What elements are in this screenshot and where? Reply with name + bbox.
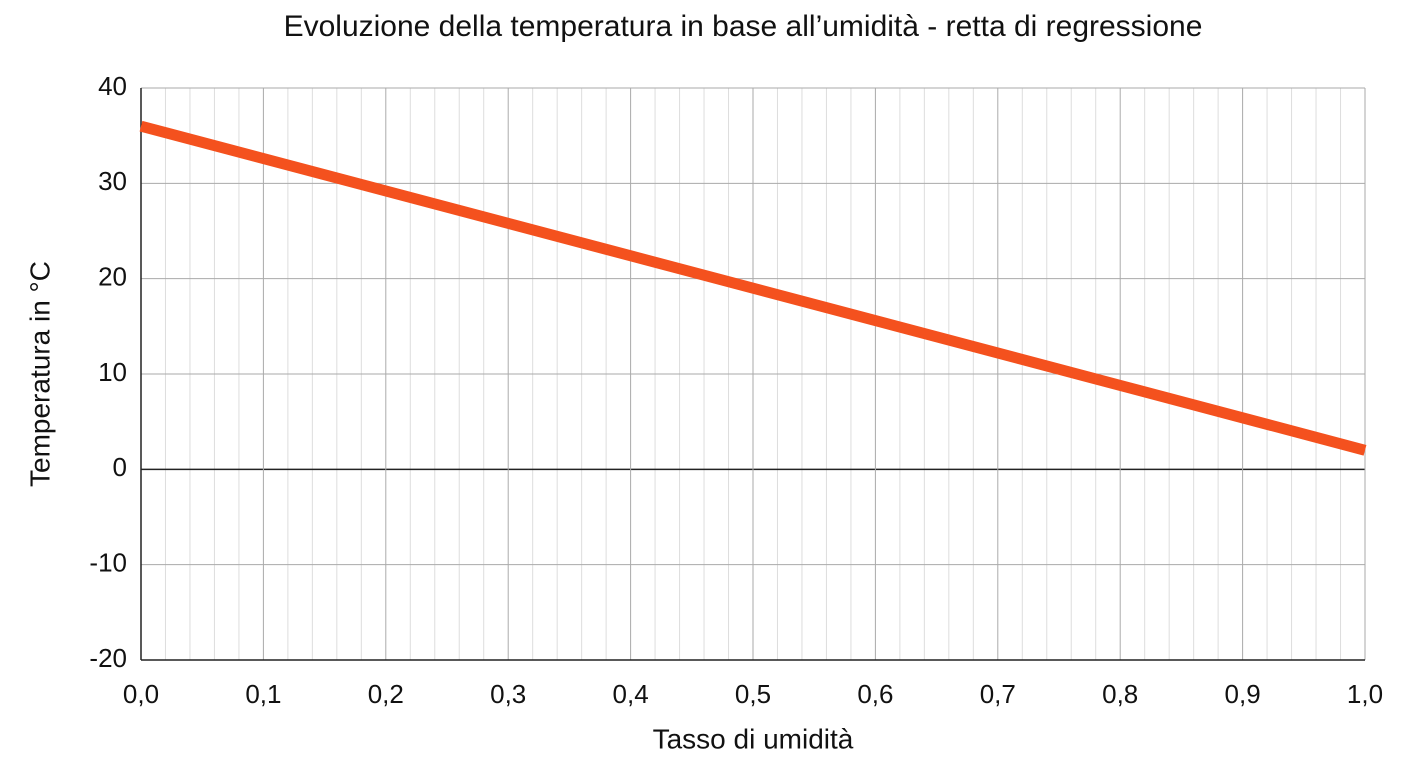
x-tick-label: 0,9 [1225, 679, 1261, 709]
x-tick-label: 0,6 [857, 679, 893, 709]
x-tick-label: 1,0 [1347, 679, 1383, 709]
y-tick-label: 30 [98, 166, 127, 196]
y-tick-label: 0 [113, 452, 127, 482]
x-tick-label: 0,2 [368, 679, 404, 709]
x-tick-label: 0,5 [735, 679, 771, 709]
y-tick-label: -20 [89, 643, 127, 673]
x-tick-label: 0,3 [490, 679, 526, 709]
y-axis-label: Temperatura in °C [24, 261, 55, 487]
regression-line [139, 120, 1367, 456]
x-tick-label: 0,0 [123, 679, 159, 709]
x-tick-label: 0,4 [613, 679, 649, 709]
y-tick-label: 10 [98, 357, 127, 387]
y-tick-label: 40 [98, 71, 127, 101]
x-tick-label: 0,7 [980, 679, 1016, 709]
x-tick-label: 0,8 [1102, 679, 1138, 709]
x-tick-label: 0,1 [245, 679, 281, 709]
y-tick-label: -10 [89, 548, 127, 578]
y-tick-label: 20 [98, 262, 127, 292]
x-axis-label: Tasso di umidità [653, 723, 854, 754]
chart-title: Evoluzione della temperatura in base all… [284, 10, 1203, 43]
